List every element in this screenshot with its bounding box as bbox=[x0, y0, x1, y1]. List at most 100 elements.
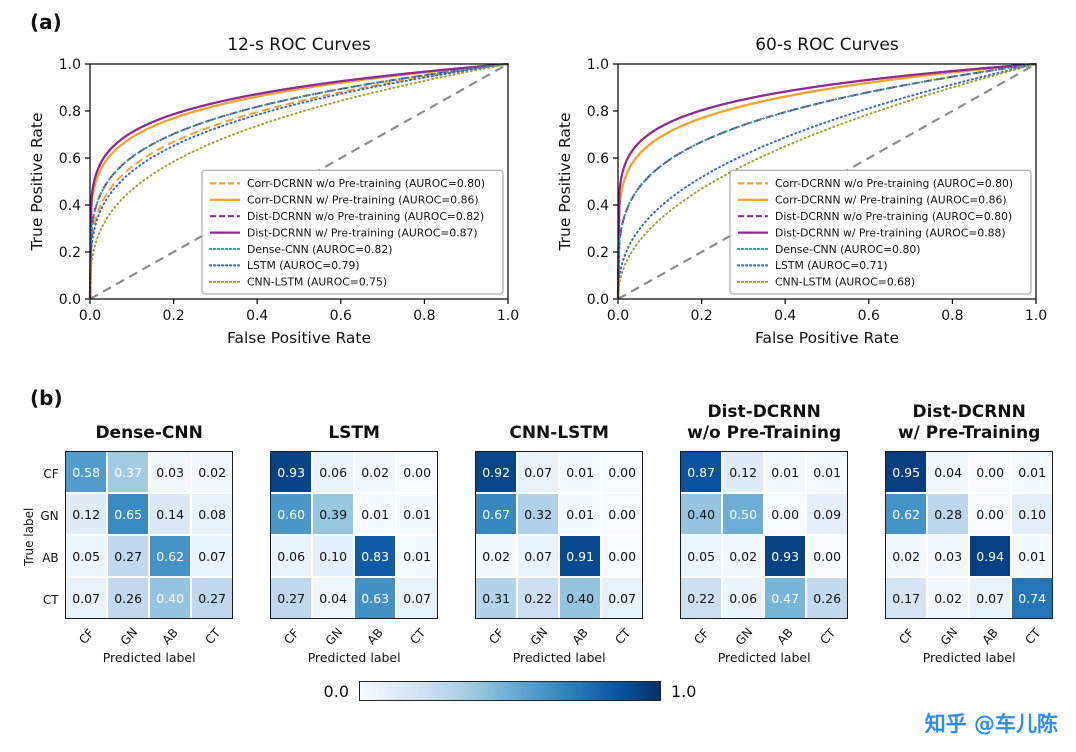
svg-text:0.0: 0.0 bbox=[79, 308, 101, 324]
matrix-cell: 0.07 bbox=[518, 452, 559, 492]
matrix-cell: 0.12 bbox=[66, 494, 107, 534]
matrix-cell: 0.01 bbox=[355, 494, 396, 534]
row-tick-label: AB bbox=[42, 551, 59, 565]
svg-text:0.6: 0.6 bbox=[59, 151, 81, 167]
matrix-cell: 0.50 bbox=[723, 494, 764, 534]
roc-curve bbox=[89, 63, 509, 300]
confusion-matrix-main: CNN-LSTM 0.92 0.07 0.01 0.00 0.67 0.32 0.01 0.00… bbox=[475, 397, 644, 665]
legend-entry: Corr-DCRNN w/o Pre-training (AUROC=0.80) bbox=[775, 177, 1013, 190]
matrix-cell: 0.01 bbox=[1012, 452, 1053, 492]
matrix-cell: 0.62 bbox=[886, 494, 927, 534]
matrix-cell: 0.47 bbox=[765, 578, 806, 618]
matrix-cell: 0.17 bbox=[886, 578, 927, 618]
legend-entry: Dist-DCRNN w/ Pre-training (AUROC=0.88) bbox=[775, 226, 1006, 239]
matrix-cell: 0.08 bbox=[192, 494, 233, 534]
matrix-title: LSTM bbox=[328, 422, 380, 443]
matrix-cell: 0.01 bbox=[397, 494, 438, 534]
matrix-cell: 0.02 bbox=[886, 536, 927, 576]
svg-text:0.2: 0.2 bbox=[587, 245, 609, 261]
panel-b-label: (b) bbox=[30, 386, 63, 410]
matrix-cell: 0.22 bbox=[681, 578, 722, 618]
matrix-cell: 0.27 bbox=[192, 578, 233, 618]
matrix-cell: 0.83 bbox=[355, 536, 396, 576]
svg-text:0.0: 0.0 bbox=[587, 292, 609, 308]
col-tick-label: AB bbox=[774, 625, 797, 648]
svg-text:1.0: 1.0 bbox=[587, 57, 609, 73]
col-tick-labels: CF GN AB CT bbox=[680, 622, 849, 649]
col-tick-label: CF bbox=[691, 626, 712, 647]
axes: 0.0 0.2 0.4 0.6 0.8 1.0 0.0 0.2 0.4 0.6 0.8 1.0 bbox=[587, 57, 1047, 324]
matrix-cell: 0.67 bbox=[476, 494, 517, 534]
svg-text:0.4: 0.4 bbox=[59, 198, 81, 214]
col-tick-label: CF bbox=[486, 626, 507, 647]
matrix-cell: 0.07 bbox=[397, 578, 438, 618]
matrix-title: Dist-DCRNN w/ Pre-Training bbox=[897, 402, 1041, 443]
svg-text:0.2: 0.2 bbox=[162, 308, 184, 324]
svg-text:0.0: 0.0 bbox=[607, 308, 629, 324]
x-axis-label: Predicted label bbox=[512, 650, 606, 665]
y-axis-label: True label bbox=[22, 507, 37, 567]
confusion-matrix-cm-cnn-lstm: CNN-LSTM 0.92 0.07 0.01 0.00 0.67 0.32 0.01 0.00… bbox=[475, 397, 644, 665]
roc-curve bbox=[89, 63, 509, 300]
matrix-cell: 0.04 bbox=[928, 452, 969, 492]
confusion-matrix-cm-dist-dcrnn-wo-pretraining: Dist-DCRNN w/o Pre-Training 0.87 0.12 0.01 0… bbox=[680, 397, 849, 665]
col-tick-labels: CF GN AB CT bbox=[885, 622, 1054, 649]
chance-line bbox=[617, 63, 1037, 300]
matrix-cell: 0.32 bbox=[518, 494, 559, 534]
matrix-cell: 0.00 bbox=[602, 536, 643, 576]
matrix-cell: 0.01 bbox=[765, 452, 806, 492]
matrix-cell: 0.00 bbox=[602, 452, 643, 492]
legend: Corr-DCRNN w/o Pre-training (AUROC=0.80)… bbox=[201, 169, 504, 295]
matrix-cell: 0.14 bbox=[150, 494, 191, 534]
col-tick-labels: CF GN AB CT bbox=[270, 622, 439, 649]
matrix-grid: 0.92 0.07 0.01 0.00 0.67 0.32 0.01 0.00 0.02 0.07… bbox=[476, 452, 643, 618]
col-tick-labels: CF GN AB CT bbox=[65, 622, 234, 649]
matrix-cell: 0.10 bbox=[1012, 494, 1053, 534]
roc-curve bbox=[88, 62, 509, 300]
matrix-cell: 0.09 bbox=[807, 494, 848, 534]
matrix-frame: 0.93 0.06 0.02 0.00 0.60 0.39 0.01 0.01 0.06 0.10… bbox=[270, 451, 439, 619]
matrix-cell: 0.58 bbox=[66, 452, 107, 492]
confusion-matrix-main: Dist-DCRNN w/o Pre-Training 0.87 0.12 0.01 0… bbox=[680, 397, 849, 665]
svg-text:1.0: 1.0 bbox=[497, 308, 519, 324]
confusion-matrix-cm-lstm: LSTM 0.93 0.06 0.02 0.00 0.60 0.39 0.01 0.01 0.06… bbox=[270, 397, 439, 665]
legend-entry: Dist-DCRNN w/o Pre-training (AUROC=0.82) bbox=[247, 210, 484, 223]
matrix-cell: 0.01 bbox=[1012, 536, 1053, 576]
legend-entry: LSTM (AUROC=0.79) bbox=[247, 259, 360, 272]
matrix-cell: 0.01 bbox=[560, 494, 601, 534]
legend-entry: Corr-DCRNN w/ Pre-training (AUROC=0.86) bbox=[247, 194, 479, 207]
colorbar-gradient bbox=[359, 681, 661, 701]
matrix-cell: 0.02 bbox=[192, 452, 233, 492]
confusion-matrix-main: LSTM 0.93 0.06 0.02 0.00 0.60 0.39 0.01 0.01 0.06… bbox=[270, 397, 439, 665]
matrix-cell: 0.00 bbox=[765, 494, 806, 534]
roc-curve bbox=[616, 62, 1037, 300]
matrix-cell: 0.02 bbox=[928, 578, 969, 618]
legend-entry: Dense-CNN (AUROC=0.80) bbox=[775, 243, 920, 256]
confusion-matrix-cm-dense-cnn: True label CF GN AB CT Dense-CNN 0.58 0.37 0.03 0… bbox=[22, 397, 234, 665]
confusion-matrix-main: Dist-DCRNN w/ Pre-Training 0.95 0.04 0.00 0.… bbox=[885, 397, 1054, 665]
matrix-cell: 0.12 bbox=[723, 452, 764, 492]
col-tick-label: AB bbox=[569, 625, 592, 648]
matrix-frame: 0.95 0.04 0.00 0.01 0.62 0.28 0.00 0.10 0.02 0.03… bbox=[885, 451, 1054, 619]
matrix-cell: 0.00 bbox=[970, 452, 1011, 492]
matrix-cell: 0.00 bbox=[602, 494, 643, 534]
matrix-cell: 0.05 bbox=[66, 536, 107, 576]
svg-text:0.2: 0.2 bbox=[59, 245, 81, 261]
matrix-cell: 0.07 bbox=[192, 536, 233, 576]
matrix-cell: 0.91 bbox=[560, 536, 601, 576]
matrix-grid: 0.87 0.12 0.01 0.01 0.40 0.50 0.00 0.09 0.05 0.02… bbox=[681, 452, 848, 618]
matrix-cell: 0.02 bbox=[723, 536, 764, 576]
col-tick-label: AB bbox=[979, 625, 1002, 648]
colorbar-min-label: 0.0 bbox=[323, 681, 349, 701]
col-tick-label: GN bbox=[732, 625, 755, 648]
matrix-cell: 0.40 bbox=[150, 578, 191, 618]
svg-text:1.0: 1.0 bbox=[1025, 308, 1047, 324]
chance-line bbox=[89, 63, 509, 300]
x-axis-label: Predicted label bbox=[717, 650, 811, 665]
matrix-cell: 0.92 bbox=[476, 452, 517, 492]
matrix-frame: 0.87 0.12 0.01 0.01 0.40 0.50 0.00 0.09 0.05 0.02… bbox=[680, 451, 849, 619]
roc-curves bbox=[88, 62, 509, 300]
svg-text:0.6: 0.6 bbox=[330, 308, 352, 324]
